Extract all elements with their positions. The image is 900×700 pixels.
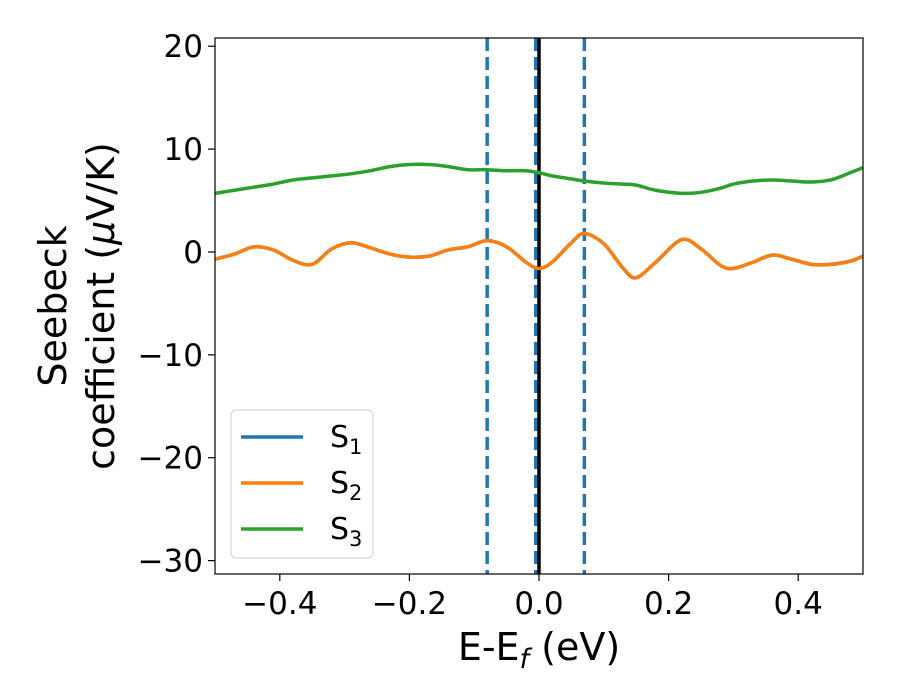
legend: S1 S2 S3 xyxy=(230,409,374,559)
x-tick-label: 0.0 xyxy=(514,586,563,622)
y-tick-label: 20 xyxy=(164,29,203,65)
y-tick-label: −10 xyxy=(138,338,203,374)
y-tick-label: 0 xyxy=(183,235,203,271)
x-axis-label: E-Ef (eV) xyxy=(458,625,620,675)
y-tick-label: −20 xyxy=(138,441,203,477)
plot-frame xyxy=(214,37,864,575)
data-series xyxy=(215,162,863,280)
series-line-s2 xyxy=(215,231,863,280)
legend-label-s2: S2 xyxy=(330,466,362,505)
axis-ticks: −0.4 −0.2 0.0 0.2 0.4 20 10 0 −10 −20 −30 xyxy=(138,29,823,622)
legend-label-s1: S1 xyxy=(330,420,362,459)
y-axis-label-line1: Seebeck xyxy=(31,225,75,386)
x-tick-label: −0.4 xyxy=(242,586,317,622)
x-tick-label: −0.2 xyxy=(372,586,447,622)
y-tick-label: 10 xyxy=(164,132,203,168)
vertical-reference-lines xyxy=(485,38,587,574)
y-axis-label: Seebeck coefficient (μV/K) xyxy=(31,142,123,470)
legend-label-s3: S3 xyxy=(330,512,362,551)
series-line-s3 xyxy=(215,162,863,196)
y-axis-label-line2: coefficient (μV/K) xyxy=(79,142,123,470)
y-tick-label: −30 xyxy=(138,544,203,580)
x-tick-label: 0.4 xyxy=(774,586,823,622)
x-tick-label: 0.2 xyxy=(644,586,693,622)
